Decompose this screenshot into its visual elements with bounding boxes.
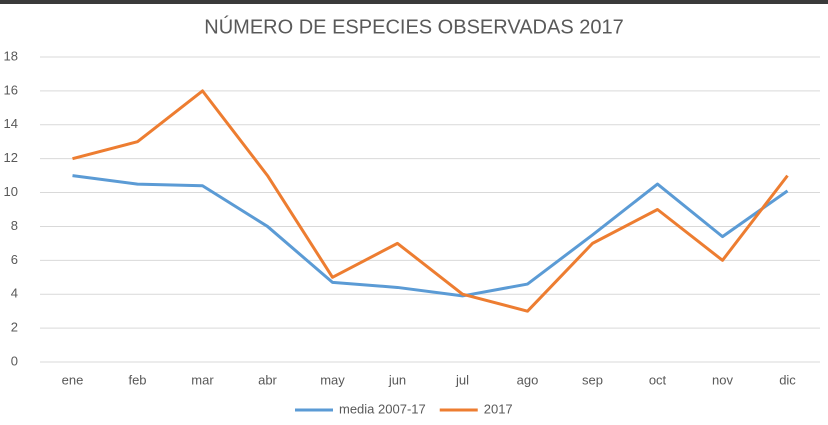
y-tick-label: 2 — [11, 320, 18, 335]
legend-label: 2017 — [484, 401, 513, 416]
x-tick-label: feb — [128, 372, 146, 387]
legend-label: media 2007-17 — [339, 401, 426, 416]
y-tick-label: 4 — [11, 286, 18, 301]
top-border — [0, 0, 828, 4]
x-tick-label: jun — [388, 372, 406, 387]
x-tick-label: may — [320, 372, 345, 387]
y-tick-label: 6 — [11, 252, 18, 267]
y-tick-label: 18 — [4, 48, 18, 63]
y-tick-label: 8 — [11, 218, 18, 233]
series-line — [72, 89, 789, 313]
chart-title: NÚMERO DE ESPECIES OBSERVADAS 2017 — [204, 15, 623, 38]
y-tick-label: 0 — [11, 353, 18, 368]
x-tick-label: oct — [649, 372, 667, 387]
x-tick-label: jul — [455, 372, 469, 387]
x-tick-label: nov — [712, 372, 733, 387]
x-tick-label: abr — [258, 372, 277, 387]
y-tick-label: 14 — [4, 116, 18, 131]
x-tick-label: dic — [779, 372, 796, 387]
x-tick-label: sep — [582, 372, 603, 387]
y-tick-label: 12 — [4, 150, 18, 165]
series-line — [72, 174, 789, 298]
x-tick-label: ene — [62, 372, 84, 387]
y-tick-label: 10 — [4, 184, 18, 199]
x-tick-label: ago — [517, 372, 539, 387]
x-tick-label: mar — [191, 372, 214, 387]
y-tick-label: 16 — [4, 82, 18, 97]
